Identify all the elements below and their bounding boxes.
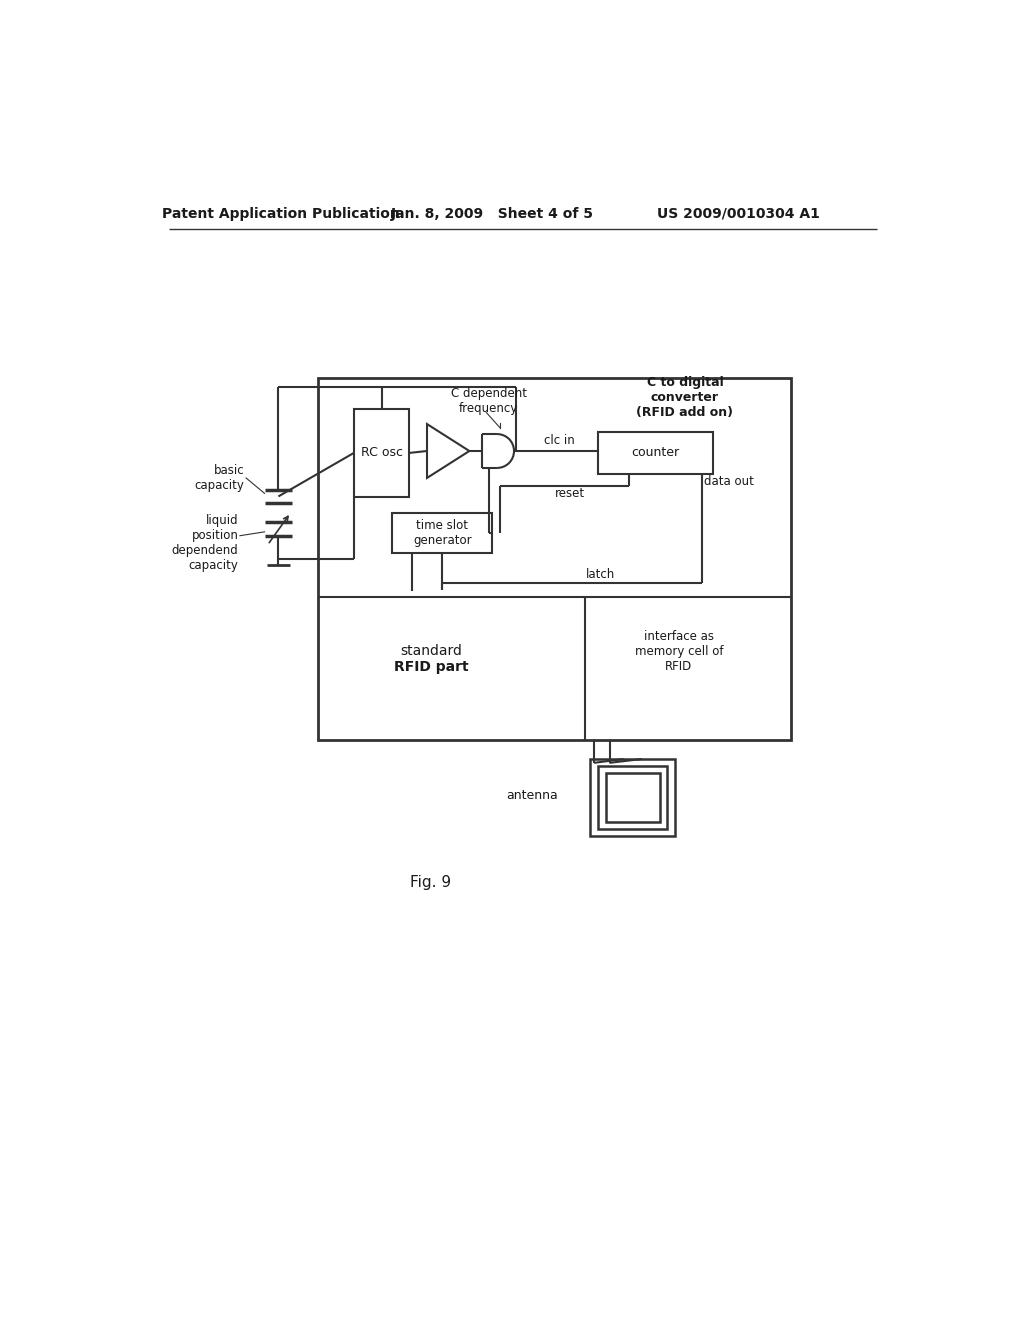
Text: antenna: antenna	[507, 789, 558, 803]
Text: C dependent
frequency: C dependent frequency	[451, 387, 526, 414]
Bar	[392, 512, 493, 553]
Text: interface as
memory cell of
RFID: interface as memory cell of RFID	[635, 630, 723, 673]
Text: counter: counter	[632, 446, 680, 459]
Text: latch: latch	[586, 569, 614, 582]
Text: RC osc: RC osc	[360, 446, 402, 459]
Text: C to digital
converter
(RFID add on): C to digital converter (RFID add on)	[637, 376, 733, 418]
Text: standard: standard	[400, 644, 462, 659]
Text: Fig. 9: Fig. 9	[411, 875, 452, 890]
Text: Patent Application Publication: Patent Application Publication	[162, 207, 399, 220]
Text: Jan. 8, 2009   Sheet 4 of 5: Jan. 8, 2009 Sheet 4 of 5	[391, 207, 594, 220]
Bar	[598, 766, 668, 829]
Bar	[598, 432, 714, 474]
Text: liquid
position
dependend
capacity: liquid position dependend capacity	[172, 515, 239, 573]
Bar	[590, 759, 675, 836]
Text: US 2009/0010304 A1: US 2009/0010304 A1	[657, 207, 820, 220]
Text: data out: data out	[703, 475, 754, 488]
Text: clc in: clc in	[544, 434, 574, 446]
Text: RFID part: RFID part	[393, 660, 468, 673]
Text: time slot
generator: time slot generator	[413, 519, 472, 546]
Bar	[317, 378, 792, 739]
Text: basic
capacity: basic capacity	[195, 463, 245, 492]
Bar	[354, 409, 410, 498]
Text: reset: reset	[554, 487, 585, 500]
Bar	[605, 774, 659, 822]
